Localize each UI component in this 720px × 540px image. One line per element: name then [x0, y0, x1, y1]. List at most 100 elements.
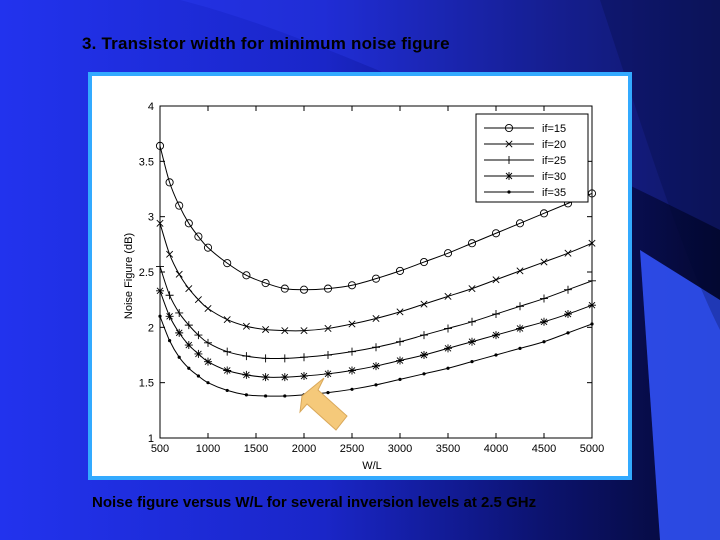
series-if-30: [156, 286, 596, 382]
highlight-arrow: [299, 377, 348, 431]
data-point: [204, 357, 212, 366]
data-point: [347, 281, 357, 290]
data-point: [396, 356, 404, 365]
data-point: [588, 301, 596, 310]
x-tick-label: 2500: [340, 443, 364, 455]
data-point: [372, 314, 380, 322]
legend-entry: if=35: [484, 187, 566, 199]
data-point: [504, 123, 514, 133]
series-if-15: [155, 141, 597, 294]
data-point: [324, 351, 332, 359]
data-point: [492, 331, 500, 340]
data-point: [175, 328, 184, 337]
data-point: [468, 285, 476, 293]
legend-box: [475, 113, 589, 203]
data-point: [155, 141, 165, 150]
data-point: [540, 317, 548, 326]
y-tick-label: 3.5: [139, 156, 154, 168]
data-point: [539, 209, 549, 218]
data-point: [175, 308, 184, 317]
x-tick-label: 3500: [436, 443, 460, 455]
data-point: [223, 259, 232, 268]
data-point: [420, 300, 428, 308]
data-point: [206, 381, 210, 385]
data-point: [467, 239, 477, 248]
data-point: [156, 219, 164, 227]
data-point: [242, 370, 251, 379]
data-point: [492, 310, 500, 319]
data-point: [588, 276, 596, 285]
y-tick-label: 4: [148, 101, 154, 113]
legend-entry: if=20: [484, 139, 566, 151]
data-point: [372, 343, 380, 352]
data-point: [166, 250, 174, 258]
data-point: [300, 327, 308, 335]
y-axis-label: Noise Figure (dB): [123, 233, 135, 319]
data-point: [540, 294, 548, 303]
data-point: [280, 284, 289, 293]
data-point: [261, 373, 270, 382]
x-tick-label: 2000: [292, 443, 316, 455]
x-axis-label: W/L: [362, 460, 382, 472]
data-point: [518, 346, 522, 350]
series-line: [159, 145, 593, 291]
data-point: [348, 347, 356, 356]
data-point: [588, 239, 596, 247]
legend-entry: if=15: [484, 123, 566, 135]
data-point: [299, 285, 309, 294]
data-point: [323, 284, 333, 293]
data-point: [540, 258, 548, 266]
y-tick-label: 1.5: [139, 378, 154, 390]
data-point: [446, 366, 450, 370]
data-point: [184, 341, 193, 350]
data-point: [242, 322, 250, 330]
data-point: [158, 314, 162, 318]
data-point: [444, 344, 452, 353]
data-point: [196, 374, 200, 378]
legend-label: if=20: [542, 139, 566, 151]
data-point: [165, 291, 174, 300]
data-point: [261, 354, 270, 363]
data-point: [444, 324, 452, 333]
x-tick-label: 4500: [532, 443, 556, 455]
data-point: [371, 274, 381, 283]
data-point: [225, 388, 229, 393]
data-point: [542, 340, 546, 344]
data-point: [420, 351, 428, 359]
noise-figure-chart: 500 1000 1500 2000 2500 3000 3500 4000 4500 5000 1…: [123, 101, 604, 472]
x-tick-label: 500: [151, 443, 169, 455]
data-point: [168, 339, 172, 343]
data-point: [156, 262, 164, 271]
data-point: [326, 391, 330, 395]
data-point: [505, 140, 513, 148]
data-point: [165, 178, 174, 187]
data-point: [348, 320, 356, 328]
data-point: [324, 369, 332, 378]
y-tick-label: 2: [148, 322, 154, 334]
data-point: [194, 331, 203, 340]
x-tick-label: 5000: [580, 443, 604, 455]
data-point: [395, 266, 405, 275]
data-point: [491, 229, 501, 238]
series-if-20: [156, 219, 596, 335]
data-point: [564, 310, 572, 319]
data-point: [175, 201, 184, 210]
data-point: [177, 355, 181, 359]
data-point: [281, 327, 289, 335]
y-tick-label: 3: [148, 212, 154, 224]
data-point: [494, 353, 498, 357]
data-point: [156, 286, 164, 295]
data-point: [419, 257, 429, 267]
series-if-35: [158, 314, 594, 398]
data-point: [350, 387, 354, 391]
series-layer: [155, 141, 597, 398]
data-point: [468, 337, 476, 346]
data-point: [283, 394, 287, 398]
data-point: [516, 267, 524, 275]
data-point: [175, 270, 183, 278]
x-tick-label: 1000: [196, 443, 220, 455]
legend-label: if=25: [542, 155, 566, 167]
data-point: [184, 219, 193, 228]
data-point: [165, 312, 174, 321]
series-line: [159, 223, 593, 332]
